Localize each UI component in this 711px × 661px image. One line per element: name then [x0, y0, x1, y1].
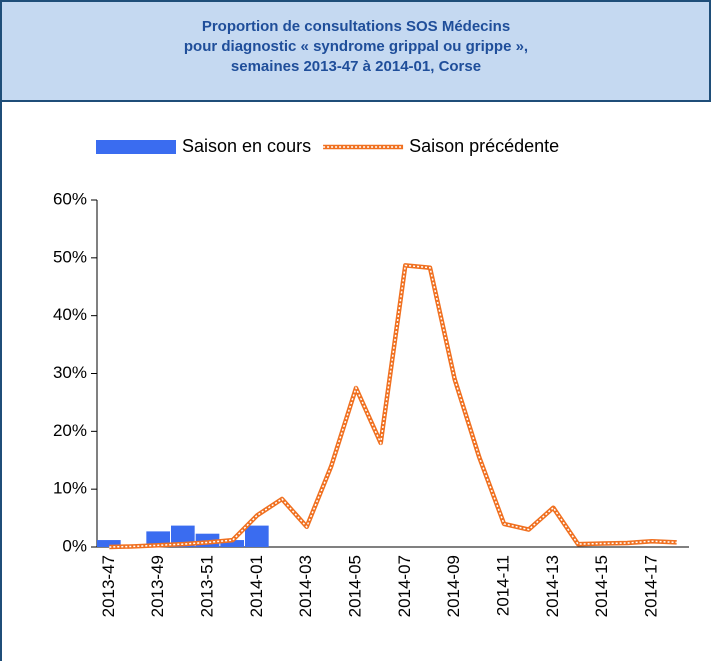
x-tick-label: 2014-17 — [641, 555, 660, 617]
x-tick-label: 2014-03 — [296, 555, 315, 617]
x-tick-label: 2013-49 — [148, 555, 167, 617]
bar — [245, 525, 269, 547]
bar — [220, 540, 244, 547]
y-tick-label: 0% — [62, 536, 87, 555]
x-tick-label: 2013-47 — [99, 555, 118, 617]
x-tick-label: 2014-01 — [247, 555, 266, 617]
chart-title: semaines 2013-47 à 2014-01, Corse — [231, 58, 481, 75]
chart-title: Proportion de consultations SOS Médecins — [202, 18, 510, 35]
x-tick-label: 2014-07 — [395, 555, 414, 617]
y-tick-label: 20% — [53, 421, 87, 440]
y-tick-label: 50% — [53, 247, 87, 266]
x-tick-label: 2013-51 — [197, 555, 216, 617]
y-tick-label: 60% — [53, 189, 87, 208]
chart-title: pour diagnostic « syndrome grippal ou gr… — [184, 38, 528, 55]
x-tick-label: 2014-05 — [345, 555, 364, 617]
y-tick-label: 30% — [53, 363, 87, 382]
x-tick-label: 2014-15 — [592, 555, 611, 617]
legend-label: Saison précédente — [409, 136, 559, 156]
header — [0, 0, 711, 102]
x-tick-label: 2014-13 — [543, 555, 562, 617]
x-tick-label: 2014-09 — [444, 555, 463, 617]
bar — [97, 540, 121, 547]
y-tick-label: 10% — [53, 479, 87, 498]
legend-label: Saison en cours — [182, 136, 311, 156]
x-tick-label: 2014-11 — [493, 555, 512, 616]
legend-swatch — [96, 140, 176, 154]
y-tick-label: 40% — [53, 305, 87, 324]
line-series — [109, 263, 677, 550]
